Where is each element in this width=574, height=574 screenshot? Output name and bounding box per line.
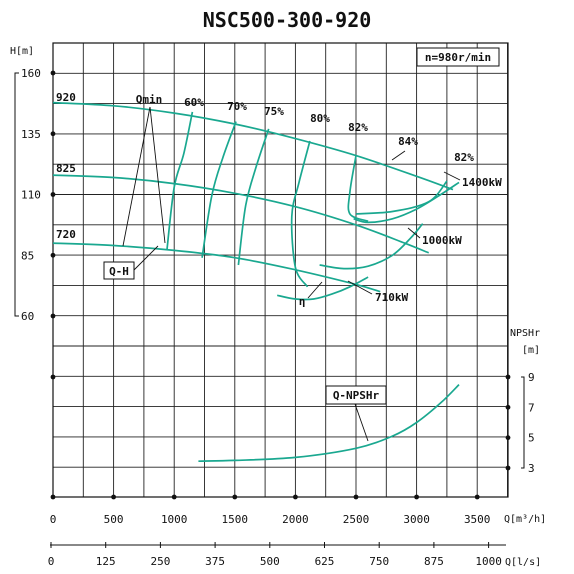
axes: H[m] 160 135 110 85 60 NPSHr [m] 9 7 5 3 0 500 1000 150… <box>10 46 546 568</box>
efficiency-line-84 <box>356 181 447 214</box>
head-tick-dot <box>51 192 56 197</box>
efficiency-label-2: 75% <box>264 105 284 118</box>
flow-tick-dot <box>172 495 177 500</box>
power-710kw-label: 710kW <box>375 291 408 304</box>
efficiency-label-3: 80% <box>310 112 330 125</box>
npshr-label: Q-NPSHr <box>333 389 380 402</box>
flow-tick-3000: 3000 <box>403 513 430 526</box>
npshr-tick-7: 7 <box>528 401 535 414</box>
head-tick-135: 135 <box>21 128 41 141</box>
qmin-leader-2 <box>150 107 165 243</box>
qmin-label: Qmin <box>136 93 163 106</box>
efficiency-line-80 <box>292 141 310 287</box>
flow-tick-dot <box>475 495 480 500</box>
eta-label: η <box>299 295 306 308</box>
efficiency-label-1: 70% <box>227 100 247 113</box>
qh-leader <box>134 246 158 270</box>
head-axis-label: H[m] <box>10 46 34 57</box>
flow-ls-tick-0: 0 <box>48 555 55 568</box>
npshr-tick-9: 9 <box>528 371 535 384</box>
npshr-tick-dot <box>506 466 511 471</box>
npshr-axis-bracket <box>521 377 524 468</box>
leader-lines <box>123 107 460 441</box>
power-1400kw-leader <box>444 172 460 180</box>
npshr-tick-dot <box>506 375 511 380</box>
diameter-720-label: 720 <box>56 228 76 241</box>
flow-ls-tick-250: 250 <box>150 555 170 568</box>
flow-ls-tick-750: 750 <box>369 555 389 568</box>
flow-tick-3500: 3500 <box>464 513 491 526</box>
power-1000kw-label: 1000kW <box>422 234 462 247</box>
curve-710kw <box>277 277 368 299</box>
head-tick-dot <box>51 131 56 136</box>
efficiency-label-5: 84% <box>398 135 418 148</box>
power-1400kw-label: 1400kW <box>462 176 502 189</box>
eta-leader <box>308 282 322 298</box>
npshr-tick-dot <box>506 405 511 410</box>
left-dot <box>51 375 56 380</box>
efficiency-label-4: 82% <box>348 121 368 134</box>
flow-ls-tick-500: 500 <box>260 555 280 568</box>
curve-labels: n=980r/min 920 825 720 60% 70% 75% 80% 82% 84% 82%… <box>56 48 502 404</box>
flow-tick-0: 0 <box>50 513 57 526</box>
head-tick-85: 85 <box>21 249 34 262</box>
head-tick-dot <box>51 314 56 319</box>
npshr-tick-dot <box>506 435 511 440</box>
flow-tick-1500: 1500 <box>222 513 249 526</box>
efficiency-label-0: 60% <box>184 96 204 109</box>
flow-axis-label: Q[m³/h] <box>504 514 546 525</box>
efficiency-line-60 <box>167 112 193 251</box>
head-tick-60: 60 <box>21 310 34 323</box>
diameter-825-label: 825 <box>56 162 76 175</box>
flow-tick-1000: 1000 <box>161 513 188 526</box>
head-tick-110: 110 <box>21 189 41 202</box>
curve-1400kw <box>354 182 459 222</box>
flow-tick-dot <box>232 495 237 500</box>
speed-label: n=980r/min <box>425 51 491 64</box>
head-axis-bracket <box>15 73 19 316</box>
npshr-tick-3: 3 <box>528 462 535 475</box>
efficiency-line-82 <box>348 156 368 222</box>
flow-ls-axis-label: Q[l/s] <box>505 557 541 568</box>
flow-ls-tick-125: 125 <box>96 555 116 568</box>
npshr-tick-5: 5 <box>528 432 535 445</box>
flow-tick-dot <box>51 495 56 500</box>
flow-tick-dot <box>111 495 116 500</box>
flow-tick-dot <box>354 495 359 500</box>
chart-title: NSC500-300-920 <box>203 8 372 32</box>
eff84-leader <box>392 151 405 160</box>
flow-tick-2000: 2000 <box>282 513 309 526</box>
flow-ls-tick-875: 875 <box>424 555 444 568</box>
head-tick-dot <box>51 253 56 258</box>
qh-label: Q-H <box>109 265 129 278</box>
npshr-axis-unit: [m] <box>522 345 540 356</box>
diameter-920-label: 920 <box>56 91 76 104</box>
flow-tick-dot <box>414 495 419 500</box>
npshr-axis-label: NPSHr <box>510 328 540 339</box>
npshr-leader <box>355 404 368 441</box>
flow-tick-500: 500 <box>104 513 124 526</box>
flow-ls-tick-375: 375 <box>205 555 225 568</box>
head-tick-dot <box>51 71 56 76</box>
flow-ls-tick-625: 625 <box>315 555 335 568</box>
efficiency-label-6: 82% <box>454 151 474 164</box>
flow-tick-2500: 2500 <box>343 513 370 526</box>
flow-ls-tick-1000: 1000 <box>475 555 502 568</box>
flow-tick-dot <box>293 495 298 500</box>
head-tick-160: 160 <box>21 67 41 80</box>
